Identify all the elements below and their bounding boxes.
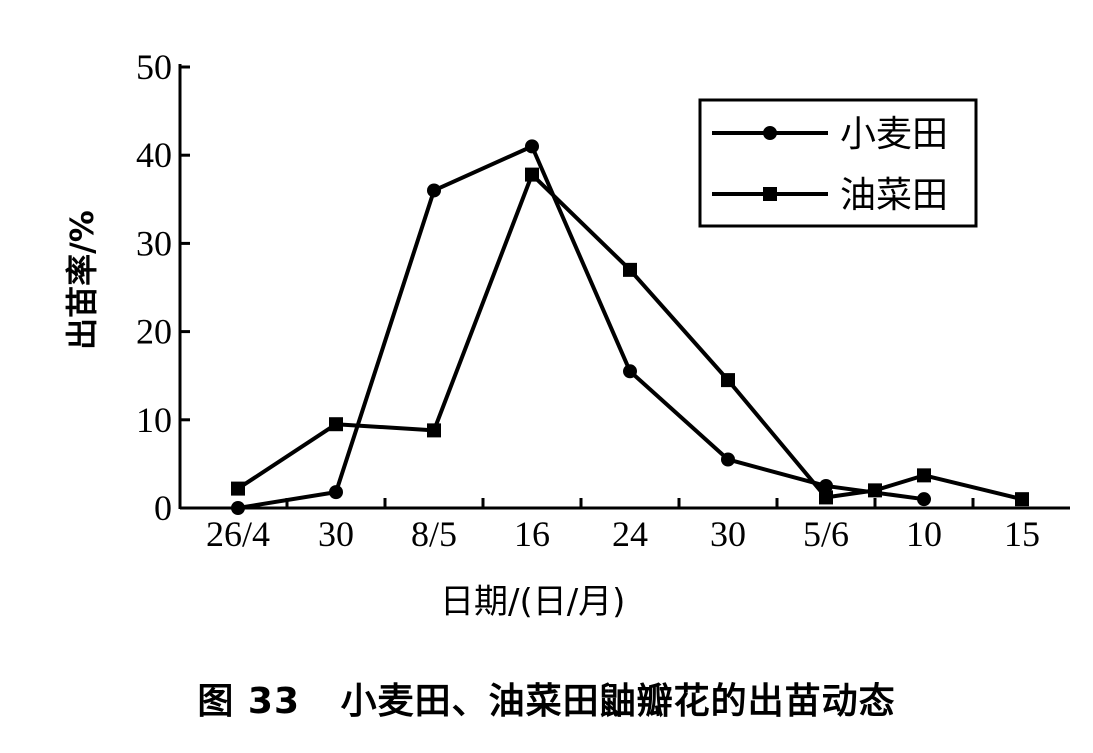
data-point [917, 492, 931, 507]
data-point [721, 373, 735, 388]
data-point [427, 183, 441, 198]
legend-label: 油菜田 [840, 175, 948, 216]
data-point [231, 481, 245, 496]
chart: 0 10 20 30 40 50 26/4 30 8/5 16 24 30 5/6 10 15 小麦田油菜… [136, 47, 1070, 554]
data-point [917, 468, 931, 483]
data-point [868, 483, 882, 498]
series-1 [231, 139, 931, 515]
x-ticks: 26/4 30 8/5 16 24 30 5/6 10 15 [206, 498, 1040, 554]
series-line [237, 144, 925, 510]
series-2 [231, 167, 1029, 507]
x-tick-label: 24 [612, 514, 648, 554]
series-line [236, 172, 1023, 502]
x-tick-label: 30 [318, 514, 354, 554]
legend-label: 小麦田 [840, 114, 948, 155]
y-axis-label-text: 出苗率/% [63, 210, 102, 350]
data-point [819, 490, 833, 505]
x-tick-label: 5/6 [803, 514, 849, 554]
x-tick-label: 30 [710, 514, 746, 554]
data-point [329, 485, 343, 500]
x-tick-label: 10 [906, 514, 942, 554]
y-tick-label: 50 [136, 47, 172, 87]
y-tick-label: 20 [136, 312, 172, 352]
x-tick-label: 16 [514, 514, 550, 554]
data-point [525, 139, 539, 154]
x-tick-label: 15 [1004, 514, 1040, 554]
data-point [623, 364, 637, 379]
y-tick-label: 0 [154, 488, 172, 528]
y-tick-label: 30 [136, 223, 172, 263]
x-axis-label: 日期/(日/月) [440, 582, 626, 622]
legend-marker [763, 187, 777, 201]
data-point [427, 423, 441, 438]
series-layer [231, 139, 1029, 515]
legend-box [698, 98, 978, 228]
data-point [819, 478, 833, 493]
data-point [721, 452, 735, 467]
y-ticks: 0 10 20 30 40 50 [136, 47, 190, 528]
legend-item: 小麦田 [712, 114, 948, 155]
legend-marker [763, 126, 777, 140]
legend-item: 油菜田 [712, 175, 948, 216]
data-point [525, 167, 539, 182]
y-tick-label: 40 [136, 135, 172, 175]
axes [178, 64, 1070, 510]
data-point [623, 262, 637, 277]
x-tick-label: 8/5 [411, 514, 457, 554]
y-axis-label: 出苗率/% [48, 180, 112, 380]
y-tick-label: 10 [136, 400, 172, 440]
data-point [231, 501, 245, 515]
x-tick-label: 26/4 [206, 514, 270, 554]
data-point [1015, 492, 1029, 507]
data-point [329, 417, 343, 432]
figure-caption: 图 33 小麦田、油菜田鼬瓣花的出苗动态 [197, 681, 896, 722]
